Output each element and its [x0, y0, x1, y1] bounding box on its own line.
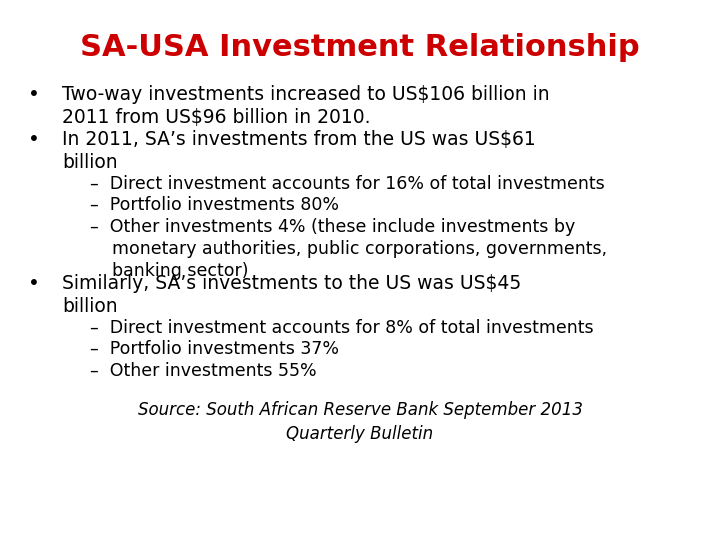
- Text: –  Other investments 55%: – Other investments 55%: [90, 362, 317, 380]
- Text: •: •: [28, 274, 40, 293]
- Text: Similarly, SA’s investments to the US was US$45
billion: Similarly, SA’s investments to the US wa…: [62, 274, 521, 316]
- Text: Source: South African Reserve Bank September 2013
Quarterly Bulletin: Source: South African Reserve Bank Septe…: [138, 401, 582, 443]
- Text: –  Portfolio investments 80%: – Portfolio investments 80%: [90, 197, 339, 214]
- Text: •: •: [28, 85, 40, 104]
- Text: –  Direct investment accounts for 8% of total investments: – Direct investment accounts for 8% of t…: [90, 319, 593, 336]
- Text: SA-USA Investment Relationship: SA-USA Investment Relationship: [80, 33, 640, 62]
- Text: •: •: [28, 130, 40, 149]
- Text: In 2011, SA’s investments from the US was US$61
billion: In 2011, SA’s investments from the US wa…: [62, 130, 536, 172]
- Text: –  Other investments 4% (these include investments by
    monetary authorities, : – Other investments 4% (these include in…: [90, 218, 607, 280]
- Text: –  Direct investment accounts for 16% of total investments: – Direct investment accounts for 16% of …: [90, 175, 605, 193]
- Text: –  Portfolio investments 37%: – Portfolio investments 37%: [90, 340, 339, 358]
- Text: Two-way investments increased to US$106 billion in
2011 from US$96 billion in 20: Two-way investments increased to US$106 …: [62, 85, 549, 127]
